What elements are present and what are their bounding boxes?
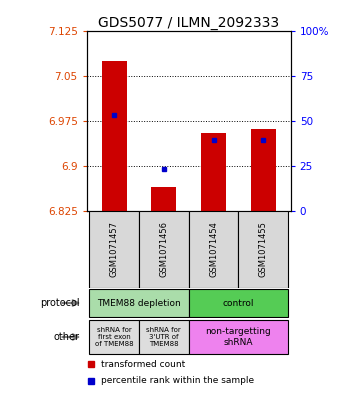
Bar xyxy=(89,289,189,317)
Bar xyxy=(102,61,126,211)
Text: TMEM88 depletion: TMEM88 depletion xyxy=(97,299,181,307)
Bar xyxy=(89,211,139,288)
Bar xyxy=(139,320,189,354)
Text: control: control xyxy=(223,299,254,307)
Text: GSM1071455: GSM1071455 xyxy=(259,221,268,277)
Text: transformed count: transformed count xyxy=(101,360,185,369)
Text: GSM1071457: GSM1071457 xyxy=(109,221,119,277)
Title: GDS5077 / ILMN_2092333: GDS5077 / ILMN_2092333 xyxy=(98,17,279,30)
Text: protocol: protocol xyxy=(40,298,80,308)
Text: shRNA for
first exon
of TMEM88: shRNA for first exon of TMEM88 xyxy=(95,327,133,347)
Bar xyxy=(189,211,238,288)
Text: GSM1071456: GSM1071456 xyxy=(159,221,168,277)
Bar xyxy=(139,211,189,288)
Text: GSM1071454: GSM1071454 xyxy=(209,221,218,277)
Bar xyxy=(201,133,226,211)
Text: shRNA for
3'UTR of
TMEM88: shRNA for 3'UTR of TMEM88 xyxy=(147,327,181,347)
Text: other: other xyxy=(54,332,80,342)
Bar xyxy=(151,187,176,211)
Bar xyxy=(238,211,288,288)
Text: non-targetting
shRNA: non-targetting shRNA xyxy=(206,327,271,347)
Bar xyxy=(189,289,288,317)
Bar xyxy=(251,129,276,211)
Text: percentile rank within the sample: percentile rank within the sample xyxy=(101,376,254,385)
Bar xyxy=(89,320,139,354)
Bar xyxy=(189,320,288,354)
